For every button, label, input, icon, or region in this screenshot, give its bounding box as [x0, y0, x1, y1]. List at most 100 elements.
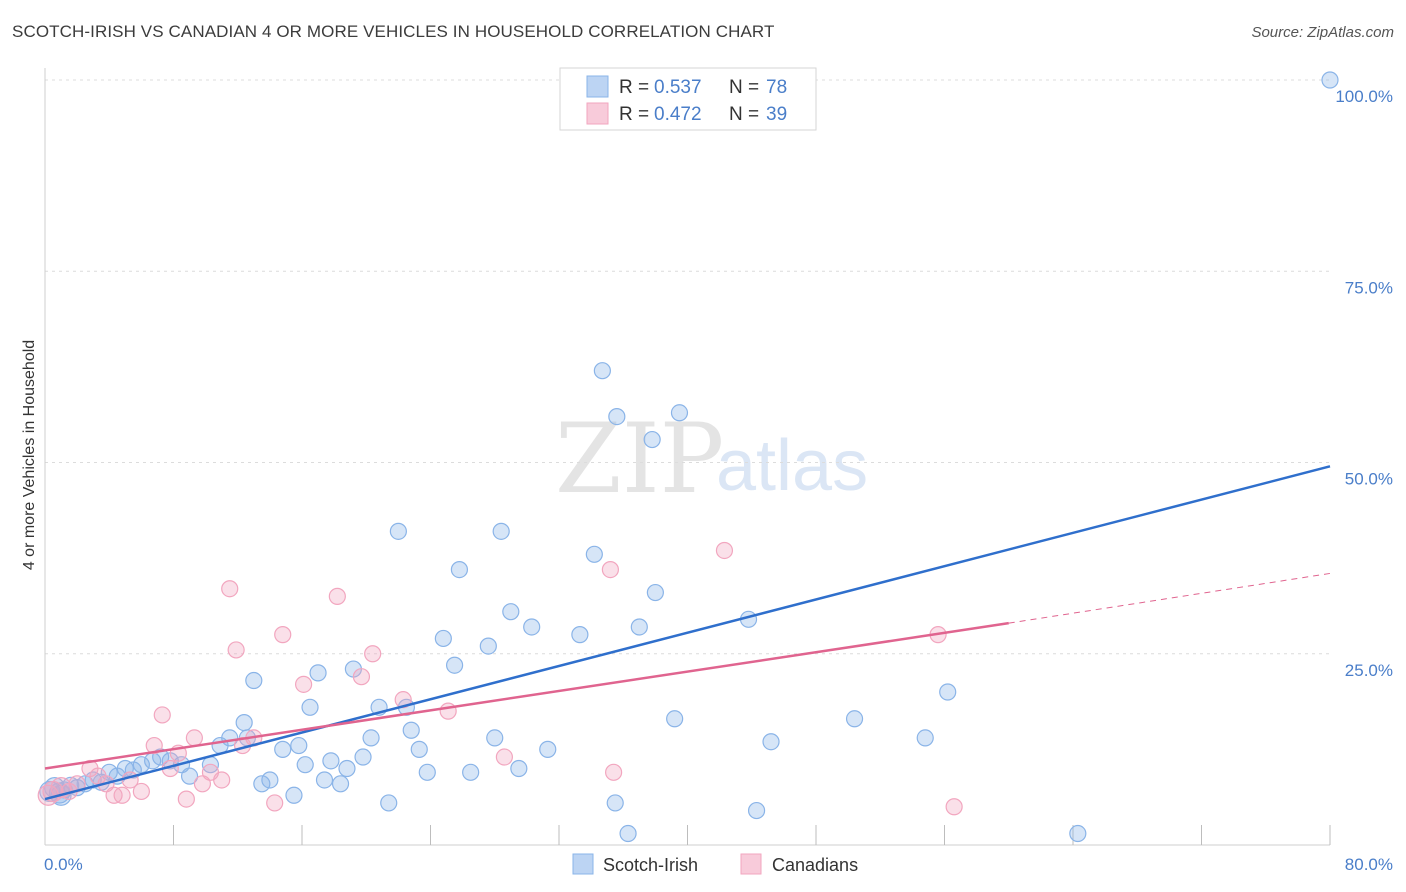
scotch-irish-point	[646, 583, 664, 602]
scotch-irish-point	[593, 362, 611, 380]
scotch-irish-point	[608, 408, 626, 426]
legend-r-label-2: R =	[619, 104, 649, 125]
top-legend: R = 0.537 N = 78 R = 0.472 N = 39	[559, 67, 817, 131]
canadians-trend-extension	[1008, 572, 1331, 624]
legend-r-label-1: R =	[619, 77, 649, 98]
canadians-point	[495, 748, 513, 766]
scotch-irish-point	[606, 794, 624, 812]
scotch-irish-point	[418, 763, 436, 781]
canadians-point	[394, 691, 412, 709]
scotch-irish-point	[402, 721, 420, 739]
y-axis-label: 4 or more Vehicles in Household	[21, 340, 38, 570]
y-tick-labels: 25.0% 50.0% 75.0% 100.0%	[1335, 87, 1393, 680]
canadians-point	[715, 541, 734, 560]
scotch-irish-point	[510, 759, 528, 778]
scotch-irish-point	[1069, 824, 1087, 843]
scotch-irish-point	[253, 775, 271, 793]
scotch-irish-point	[747, 801, 766, 820]
x-ticks	[45, 825, 1331, 846]
scotch-irish-point	[762, 733, 780, 751]
scotch-irish-point	[1321, 71, 1339, 89]
data-points	[37, 71, 1339, 843]
scotch-irish-point	[389, 522, 407, 540]
canadians-point	[132, 782, 150, 801]
scotch-irish-point	[362, 729, 380, 747]
scotch-irish-point	[331, 775, 350, 793]
x-tick-label-max: 80.0%	[1345, 855, 1393, 874]
scotch-irish-point	[462, 763, 480, 781]
scotch-irish-point	[486, 729, 504, 747]
scotch-irish-point	[434, 629, 452, 648]
grid-lines	[45, 79, 1330, 655]
scotch-irish-point	[354, 748, 372, 766]
canadians-point	[221, 580, 239, 598]
scotch-irish-point	[666, 710, 684, 728]
scotch-irish-point	[502, 603, 520, 621]
y-tick-label-75: 75.0%	[1345, 278, 1393, 297]
legend-r-value-2: 0.472	[654, 104, 702, 125]
scotch-irish-point	[301, 698, 319, 716]
bottom-legend-swatch-canadians	[740, 853, 762, 875]
canadians-point	[605, 763, 623, 781]
scotch-irish-point	[479, 637, 497, 655]
scotch-irish-point	[296, 756, 314, 774]
scotch-irish-point	[643, 430, 661, 449]
scotch-irish-point	[315, 771, 334, 789]
legend-n-value-2: 39	[766, 104, 787, 125]
scotch-irish-point	[245, 671, 263, 690]
scotch-irish-point	[410, 740, 428, 758]
scotch-irish-trend-line	[44, 465, 1331, 801]
scotch-irish-point	[630, 618, 648, 636]
scotch-irish-point	[261, 771, 279, 789]
trend-lines	[44, 465, 1331, 801]
legend-n-value-1: 78	[766, 77, 787, 98]
canadians-point	[177, 790, 195, 808]
scotch-irish-point	[180, 767, 199, 785]
scotch-irish-point	[338, 759, 356, 778]
scotch-irish-point	[285, 786, 303, 804]
legend-n-label-1: N =	[729, 77, 759, 98]
scotch-irish-point	[309, 664, 327, 682]
scotch-irish-point	[523, 618, 541, 636]
scotch-irish-point	[322, 752, 340, 770]
scotch-irish-point	[274, 740, 292, 758]
scotch-irish-point	[845, 710, 864, 728]
scotch-irish-point	[445, 656, 464, 674]
bottom-legend: Scotch-Irish Canadians	[572, 853, 858, 875]
chart-title: SCOTCH-IRISH VS CANADIAN 4 OR MORE VEHIC…	[12, 22, 775, 41]
canadians-point	[145, 736, 163, 755]
canadians-point	[352, 668, 371, 686]
source-credit: Source: ZipAtlas.com	[1251, 24, 1394, 41]
scotch-irish-point	[939, 683, 957, 701]
watermark-zip: ZIP	[555, 403, 724, 515]
canadians-point	[601, 560, 620, 579]
canadians-point	[328, 587, 346, 605]
scotch-irish-point	[380, 794, 398, 812]
scotch-irish-point	[619, 824, 637, 843]
canadians-point	[439, 702, 457, 720]
canadians-point	[364, 645, 382, 663]
scotch-irish-point	[290, 736, 308, 755]
y-tick-label-50: 50.0%	[1345, 470, 1393, 489]
canadians-point	[295, 675, 313, 693]
bottom-legend-label-scotch-irish: Scotch-Irish	[603, 855, 698, 875]
canadians-point	[945, 798, 963, 816]
scotch-irish-point	[571, 626, 589, 644]
scotch-irish-point	[492, 522, 510, 540]
legend-n-label-2: N =	[729, 104, 759, 125]
y-tick-label-25: 25.0%	[1345, 661, 1393, 680]
canadians-point	[113, 786, 131, 804]
legend-swatch-canadians	[586, 102, 609, 125]
bottom-legend-label-canadians: Canadians	[772, 855, 858, 875]
legend-r-value-1: 0.537	[654, 77, 702, 98]
scotch-irish-point	[916, 729, 934, 747]
canadians-point	[185, 729, 203, 747]
canadians-trend-line	[44, 621, 1009, 770]
scotch-irish-point	[235, 713, 253, 732]
y-tick-label-100: 100.0%	[1335, 87, 1393, 106]
scotch-irish-point	[539, 740, 557, 758]
watermark-atlas: atlas	[716, 426, 868, 506]
x-tick-label-min: 0.0%	[44, 855, 83, 874]
scotch-irish-point	[585, 545, 603, 563]
